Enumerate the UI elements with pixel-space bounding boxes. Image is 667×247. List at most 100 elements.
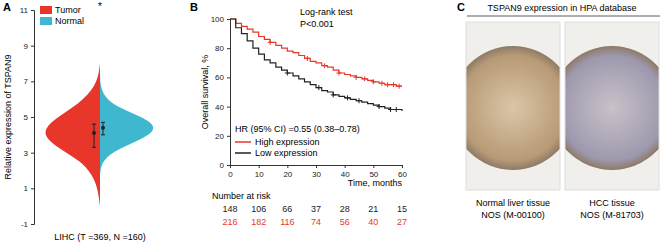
tick-label: 10 <box>255 170 264 179</box>
tick: 60 <box>215 73 230 82</box>
tick-mark <box>31 117 34 118</box>
axis-line <box>227 20 231 166</box>
error-bar <box>94 124 95 147</box>
censor-mark <box>285 71 290 76</box>
image-code: NOS (M-00100) <box>481 210 545 220</box>
axis: -1 1 3 5 7 9 11 <box>20 6 35 229</box>
tissue-core <box>565 46 659 170</box>
violin-half <box>46 64 100 207</box>
tick: 50 <box>369 165 378 179</box>
tick-label: 20 <box>215 132 224 141</box>
panel-a: A-11357911Relative expression of TSPAN9L… <box>3 1 153 242</box>
tick-label: 3 <box>24 149 29 158</box>
tick: 20 <box>283 165 292 179</box>
censor-mark <box>316 85 321 90</box>
censor-mark <box>345 95 350 100</box>
censor-mark <box>385 82 390 87</box>
risk-count: 116 <box>280 217 294 227</box>
tick-mark <box>227 136 230 137</box>
tick-mark <box>316 165 317 168</box>
image-caption: Normal liver tissue <box>476 198 550 208</box>
tissue-core <box>466 46 560 170</box>
censor-mark <box>391 82 396 87</box>
tick: 0 <box>220 161 230 170</box>
risk-count: 15 <box>397 204 407 214</box>
tick-mark <box>402 165 403 168</box>
tick: 40 <box>341 165 350 179</box>
tick-label: 11 <box>20 6 29 15</box>
tick-mark <box>259 165 260 168</box>
tick: 30 <box>312 165 321 179</box>
axis-title: Time, months <box>348 178 403 188</box>
tick-label: 1 <box>24 184 29 193</box>
risk-table: Number at risk14810666372821152161821167… <box>212 191 407 227</box>
plot-area <box>230 19 402 112</box>
median-point <box>92 131 96 135</box>
plot-area <box>46 64 154 207</box>
risk-title: Number at risk <box>212 191 271 201</box>
tick: 80 <box>215 44 230 53</box>
tick: 5 <box>24 113 34 122</box>
error-cap <box>92 147 96 148</box>
image-frame-edge <box>466 22 560 190</box>
legend-label: Tumor <box>55 5 81 15</box>
tick-label: 100 <box>211 15 225 24</box>
violin-half <box>100 64 153 207</box>
tick: 100 <box>211 15 230 24</box>
title-rule <box>467 16 660 17</box>
axis-line <box>31 11 35 225</box>
tick: 3 <box>24 149 34 158</box>
tick: 0 <box>228 165 233 179</box>
tick-label: 0 <box>228 170 233 179</box>
tick-label: 20 <box>283 170 292 179</box>
censor-mark <box>331 92 336 97</box>
tick-label: 40 <box>215 103 224 112</box>
tick-mark <box>227 77 230 78</box>
risk-count: 148 <box>222 204 237 214</box>
tick-mark <box>373 165 374 168</box>
axis-title: Overall survival, % <box>200 55 210 130</box>
tick: -1 <box>21 220 34 229</box>
risk-count: 182 <box>251 217 266 227</box>
censor-mark <box>336 71 341 76</box>
median-point <box>101 126 105 130</box>
risk-count: 216 <box>222 217 237 227</box>
censor-mark <box>388 107 393 112</box>
censor-mark <box>362 76 367 81</box>
tick-label: 7 <box>24 77 29 86</box>
tick-label: 5 <box>24 113 29 122</box>
tick: 60 <box>398 165 407 179</box>
tick-label: 60 <box>215 73 224 82</box>
error-cap <box>92 124 96 125</box>
error-cap <box>101 122 105 123</box>
panel-label: B <box>190 1 198 13</box>
tick: 20 <box>215 132 230 141</box>
tick-mark <box>31 224 34 225</box>
legend: High expressionLow expression <box>235 137 320 158</box>
tick: 7 <box>24 77 34 86</box>
error-cap <box>101 134 105 135</box>
survival-curve <box>230 19 402 111</box>
legend-label: Low expression <box>255 148 318 158</box>
censor-mark <box>322 63 327 68</box>
panel-c: CTSPAN9 expression in HPA databaseNormal… <box>451 1 667 220</box>
censor-mark <box>371 79 376 84</box>
tick-mark <box>345 165 346 168</box>
axis-line <box>231 166 403 169</box>
censor-mark <box>377 104 382 109</box>
legend-label: Normal <box>55 16 84 26</box>
survival-curve <box>230 19 402 86</box>
risk-count: 66 <box>282 204 292 214</box>
risk-count: 37 <box>311 204 321 214</box>
annotation: P<0.001 <box>300 19 334 29</box>
tick-label: -1 <box>21 220 29 229</box>
tick: 1 <box>24 184 34 193</box>
axis-title: Relative expression of TSPAN9 <box>3 54 13 179</box>
censor-mark <box>394 107 399 112</box>
figure: A-11357911Relative expression of TSPAN9L… <box>0 0 667 247</box>
tick: 9 <box>24 42 34 51</box>
annotation: Log-rank test <box>300 7 353 17</box>
axis: 0 20 40 60 80 100 <box>211 15 231 170</box>
tick: 11 <box>20 6 34 15</box>
tick-mark <box>31 153 34 154</box>
